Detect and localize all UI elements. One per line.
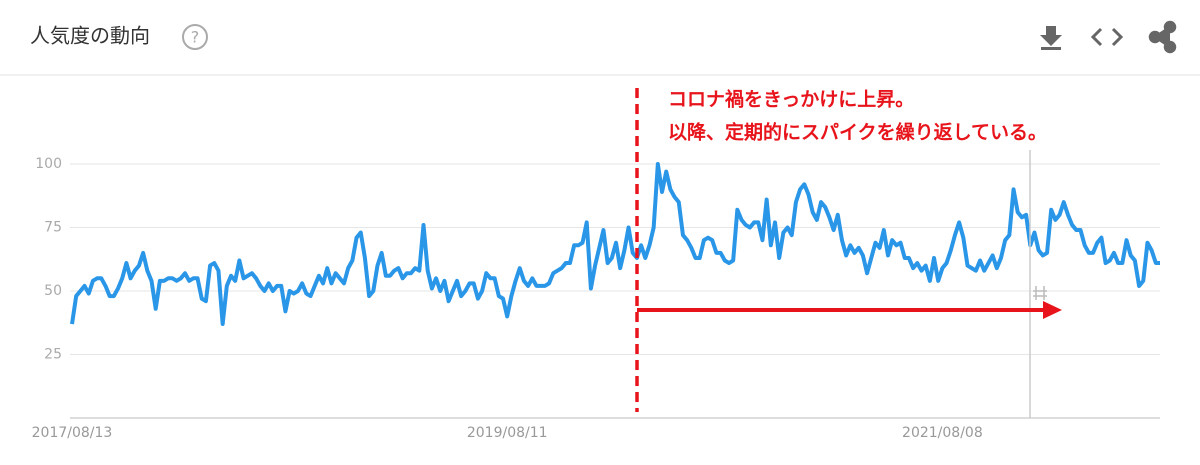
widget-title: 人気度の動向 (30, 24, 150, 48)
help-icon-glyph: ? (191, 28, 200, 47)
x-tick-label: 2021/08/08 (902, 425, 983, 441)
y-tick-label: 75 (44, 220, 62, 236)
annotation-text: コロナ禍をきっかけに上昇。 (668, 88, 914, 111)
trend-line (70, 162, 1160, 327)
help-icon[interactable] (182, 24, 208, 50)
annotation-arrow (637, 301, 1062, 319)
x-tick-label: 2019/08/11 (467, 425, 548, 441)
x-tick-label: 2017/08/13 (32, 425, 113, 441)
embed-button[interactable] (1090, 27, 1124, 47)
annotation-text: 以降、定期的にスパイクを繰り返している。 (668, 121, 1047, 144)
y-tick-label: 25 (44, 347, 62, 363)
y-tick-label: 50 (44, 283, 62, 299)
partial-data-icon (1033, 286, 1047, 300)
share-button[interactable] (1148, 20, 1177, 54)
y-tick-label: 100 (35, 156, 62, 172)
download-button[interactable] (1040, 26, 1062, 50)
